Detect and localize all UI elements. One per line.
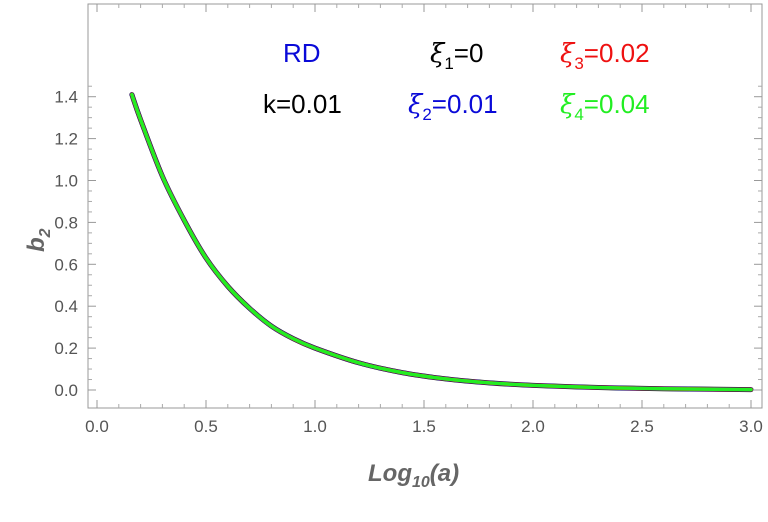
- x-axis-title-arg: (a): [430, 460, 459, 487]
- plot-frame: [87, 3, 763, 409]
- x-axis-title-base: Log: [368, 460, 412, 487]
- xi1-symbol: ξ: [430, 39, 446, 69]
- x-axis-title: Log10(a): [368, 460, 459, 491]
- y-axis-title: b2: [23, 228, 54, 252]
- xi4-subscript: 4: [574, 105, 583, 124]
- y-tick-label: 1.4: [54, 88, 78, 107]
- series-line-2: [129, 92, 754, 392]
- y-tick-label: 0.8: [54, 213, 78, 232]
- xi2-value: =0.01: [432, 89, 498, 119]
- xi1-value: =0: [454, 38, 484, 68]
- series-line-1: [129, 92, 754, 393]
- xi4-symbol: ξ: [560, 90, 576, 120]
- tick-marks: [88, 4, 762, 408]
- tick-labels: 0.0 0.5 1.0 1.5 2.0 2.5 3.0 0.0 0.2 0.4 0.6 0.8 1.0 1…: [54, 88, 762, 436]
- y-tick-label: 0.4: [54, 297, 78, 316]
- series-lines: [129, 92, 754, 393]
- series-line-4: [130, 92, 753, 392]
- x-tick-label: 0.5: [194, 417, 218, 436]
- xi3-subscript: 3: [574, 54, 583, 73]
- x-tick-label: 2.0: [521, 417, 545, 436]
- y-tick-label: 1.2: [54, 130, 78, 149]
- y-tick-label: 0.6: [54, 255, 78, 274]
- y-tick-label: 0.0: [54, 381, 78, 400]
- x-tick-label: 0.0: [85, 417, 109, 436]
- series-line-3: [129, 92, 753, 392]
- xi2-symbol: ξ: [408, 90, 424, 120]
- annotation-xi2: ξ2=0.01: [408, 89, 498, 124]
- x-tick-label: 1.5: [412, 417, 436, 436]
- xi3-symbol: ξ: [560, 39, 576, 69]
- xi3-value: =0.02: [584, 38, 650, 68]
- x-axis-title-sub: 10: [412, 474, 430, 491]
- xi4-value: =0.04: [584, 89, 650, 119]
- y-tick-label: 1.0: [54, 172, 78, 191]
- annotation-xi4: ξ4=0.04: [560, 89, 650, 124]
- y-axis-title-sub: 2: [37, 228, 54, 238]
- x-tick-label: 1.0: [303, 417, 327, 436]
- annotation-model: RD: [283, 38, 321, 68]
- xi2-subscript: 2: [422, 105, 431, 124]
- y-axis-title-base: b: [23, 237, 50, 252]
- annotation-k: k=0.01: [263, 89, 342, 119]
- xi1-subscript: 1: [444, 54, 453, 73]
- annotation-xi1: ξ1=0: [430, 38, 483, 73]
- y-tick-label: 0.2: [54, 339, 78, 358]
- x-tick-label: 2.5: [630, 417, 654, 436]
- x-tick-label: 3.0: [739, 417, 763, 436]
- annotation-xi3: ξ3=0.02: [560, 38, 650, 73]
